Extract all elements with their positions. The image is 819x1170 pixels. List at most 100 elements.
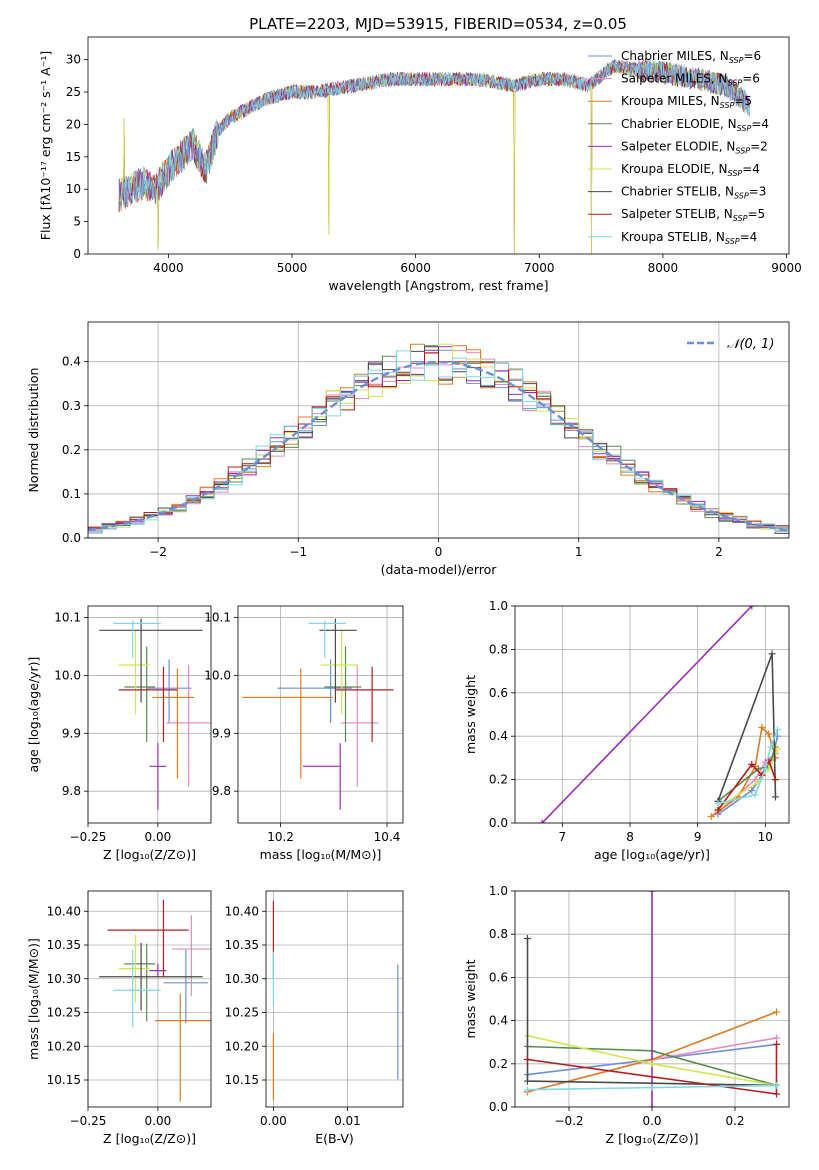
panel-mass_vs_ebv: 0.00 0.01 10.15 10.20 10.25 10.30 10.35 10.40 E(… xyxy=(225,890,404,1146)
x-tick-label: 0.00 xyxy=(145,830,172,844)
errorbar-8 xyxy=(113,620,161,659)
x-tick-label: 9 xyxy=(694,830,702,844)
series-marker xyxy=(773,1040,781,1048)
series-marker xyxy=(748,606,756,610)
y-tick-label: 25 xyxy=(66,85,81,99)
legend-eq: = xyxy=(743,49,753,63)
figure-title: PLATE=2203, MJD=53915, FIBERID=0534, z=0… xyxy=(249,15,627,33)
legend-label-1: Salpeter MILES, NSSP=6 xyxy=(621,72,760,88)
y-tick-label: 0.6 xyxy=(489,686,508,700)
x-tick-label: 4000 xyxy=(153,261,184,275)
y-tick-label: 10.40 xyxy=(47,904,81,918)
series-marker xyxy=(538,819,546,823)
legend-sub: SSP xyxy=(720,101,735,110)
series-marker xyxy=(771,793,779,801)
errorbar-7 xyxy=(334,666,394,742)
series-marker xyxy=(751,791,759,799)
errorbar-3 xyxy=(124,646,156,742)
panel-age_vs_mass: 10.2 10.4 9.8 9.9 10.0 10.1 mass [log₁₀(M/M⊙)] xyxy=(204,605,404,862)
errorbar-4 xyxy=(302,743,341,810)
normal-legend-label: 𝒩(0, 1) xyxy=(727,337,774,352)
errorbar-8 xyxy=(308,620,347,659)
panel-residuals: −2 −1 0 1 2 0.0 0.1 0.2 0.3 0.4 (data-model)/error… xyxy=(26,321,790,577)
legend-sub: SSP xyxy=(737,124,752,133)
y-tick-label: 20 xyxy=(66,117,81,131)
errorbar-4 xyxy=(149,743,167,810)
errorbar-2 xyxy=(155,993,211,1102)
x-axis-label: Z [log₁₀(Z/Z⊙)] xyxy=(103,847,196,862)
axes-frame xyxy=(265,890,404,1108)
axes-frame xyxy=(87,605,212,824)
x-tick-label: −0.25 xyxy=(70,830,107,844)
panel-spectrum: 4000 5000 6000 7000 8000 9000051015202530wave… xyxy=(38,36,802,293)
x-axis-label: age [log₁₀(age/yr)] xyxy=(594,847,710,862)
y-tick-label: 10.15 xyxy=(225,1073,259,1087)
series-marker xyxy=(523,1077,531,1085)
y-tick-label: 0.4 xyxy=(489,729,508,743)
x-axis-label: E(B-V) xyxy=(315,1131,354,1146)
y-tick-label: 10.20 xyxy=(47,1039,81,1053)
errorbar-5 xyxy=(118,934,150,1003)
x-axis-label: wavelength [Angstrom, rest frame] xyxy=(328,278,548,293)
panels: 4000 5000 6000 7000 8000 9000051015202530wave… xyxy=(26,36,802,1146)
x-tick-label: −2 xyxy=(149,545,167,559)
series-marker xyxy=(523,935,531,943)
y-tick-label: 10.20 xyxy=(225,1039,259,1053)
y-tick-label: 10.30 xyxy=(225,972,259,986)
series-marker xyxy=(773,1008,781,1016)
x-tick-label: 0.00 xyxy=(260,1114,287,1128)
spectrum-line-8 xyxy=(118,59,750,206)
legend-eq: = xyxy=(751,117,761,131)
y-tick-label: 0.1 xyxy=(62,487,81,501)
series-marker xyxy=(714,806,722,814)
y-tick-label: 5 xyxy=(73,215,81,229)
series-marker xyxy=(768,650,776,658)
series-marker xyxy=(707,812,715,820)
y-tick-label: 1.0 xyxy=(489,884,508,898)
y-tick-label: 10.25 xyxy=(47,1006,81,1020)
y-tick-label: 0.0 xyxy=(62,531,81,545)
y-tick-label: 0.6 xyxy=(489,970,508,984)
legend-n: 4 xyxy=(761,117,769,131)
legend-sub: SSP xyxy=(725,237,740,246)
y-tick-label: 0 xyxy=(73,247,81,261)
panel-mass_weight_vs_Z: −0.2 0.0 0.2 0.0 0.2 0.4 0.6 0.8 1.0 Z [log₁₀(Z/Z… xyxy=(463,884,790,1146)
axes-frame xyxy=(237,605,404,824)
x-tick-label: 0.2 xyxy=(725,1114,744,1128)
legend-name: Kroupa MILES, N xyxy=(621,94,720,108)
y-tick-label: 9.9 xyxy=(62,726,81,740)
series-marker xyxy=(758,724,766,732)
histogram-7 xyxy=(88,352,789,538)
x-tick-label: 0.0 xyxy=(642,1114,661,1128)
legend-name: Kroupa ELODIE, N xyxy=(621,162,728,176)
legend-eq: = xyxy=(734,94,744,108)
x-axis-label: Z [log₁₀(Z/Z⊙)] xyxy=(103,1131,196,1146)
x-tick-label: 10.2 xyxy=(267,830,294,844)
legend-label-6: Chabrier STELIB, NSSP=3 xyxy=(621,185,766,201)
legend-eq: = xyxy=(742,72,752,86)
spectrum-line-0 xyxy=(118,57,750,210)
errorbar-7 xyxy=(118,666,178,742)
legend-name: Kroupa STELIB, N xyxy=(621,230,725,244)
series-marker xyxy=(648,891,656,895)
y-tick-label: 10 xyxy=(66,182,81,196)
y-tick-label: 0.4 xyxy=(489,1014,508,1028)
legend-n: 4 xyxy=(750,230,758,244)
series-line-4 xyxy=(541,606,753,823)
axes-frame xyxy=(514,605,790,824)
legend-sub: SSP xyxy=(734,192,749,201)
spectrum-line-7 xyxy=(118,59,750,205)
y-tick-label: 10.15 xyxy=(47,1073,81,1087)
x-tick-label: 0.01 xyxy=(334,1114,361,1128)
histogram-8 xyxy=(88,350,789,538)
series-marker xyxy=(765,730,773,738)
series-marker xyxy=(761,765,769,773)
x-tick-label: 7000 xyxy=(524,261,555,275)
legend-sub: SSP xyxy=(735,146,750,155)
plot-area xyxy=(523,891,781,1107)
legend-eq: = xyxy=(749,185,759,199)
series-marker xyxy=(773,1090,781,1098)
series-marker xyxy=(773,726,781,734)
series-marker xyxy=(748,786,756,794)
